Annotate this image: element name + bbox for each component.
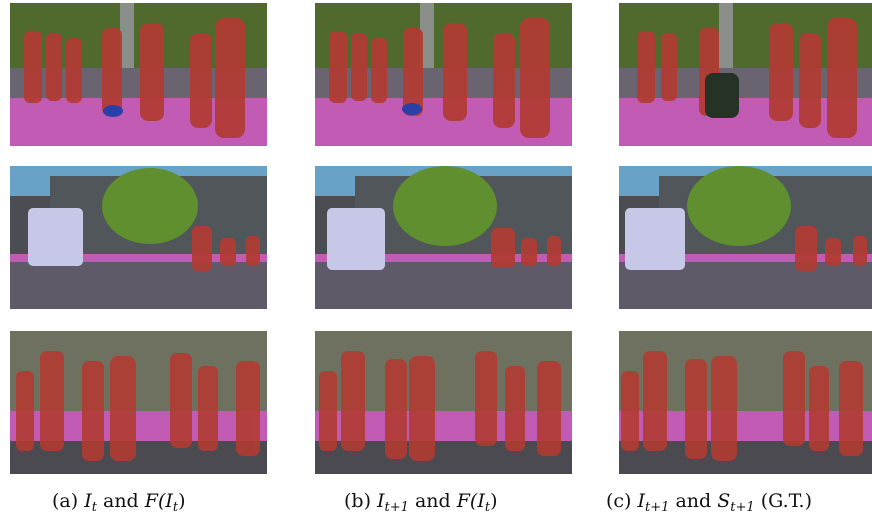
panel-row1-col-c — [619, 3, 872, 146]
street-scene-image — [315, 166, 572, 309]
panel-row2-col-b — [315, 166, 572, 309]
caption-suffix: ) — [178, 490, 186, 512]
caption-conjunction: and — [408, 490, 457, 512]
caption-symbol: I — [84, 490, 92, 512]
caption-symbol: S — [717, 490, 731, 512]
panel-row2-col-c — [619, 166, 872, 309]
caption-subscript: t — [91, 500, 97, 515]
panel-row3-col-a — [10, 331, 267, 474]
street-scene-image — [10, 3, 267, 146]
street-scene-image — [10, 166, 267, 309]
caption-b: (b) It+1 and F(It) — [344, 490, 498, 515]
caption-symbol: F(I — [456, 490, 485, 512]
street-scene-image — [619, 166, 872, 309]
panel-row2-col-a — [10, 166, 267, 309]
panel-row3-col-c — [619, 331, 872, 474]
street-scene-image — [619, 3, 872, 146]
caption-subscript: t — [172, 500, 179, 515]
caption-conjunction: and — [96, 490, 145, 512]
caption-subscript: t+1 — [384, 500, 409, 515]
caption-subscript: t+1 — [730, 500, 755, 515]
panel-row3-col-b — [315, 331, 572, 474]
caption-prefix: (a) — [52, 490, 85, 512]
caption-conjunction: and — [669, 490, 718, 512]
caption-suffix: (G.T.) — [754, 490, 812, 512]
caption-subscript: t — [484, 500, 491, 515]
caption-symbol: I — [377, 490, 385, 512]
street-scene-image — [315, 3, 572, 146]
caption-c: (c) It+1 and St+1 (G.T.) — [606, 490, 812, 515]
caption-prefix: (b) — [344, 490, 378, 512]
caption-symbol: F(I — [144, 490, 173, 512]
street-scene-image — [10, 331, 267, 474]
caption-prefix: (c) — [606, 490, 638, 512]
panel-row1-col-b — [315, 3, 572, 146]
caption-a: (a) It and F(It) — [52, 490, 186, 515]
caption-symbol: I — [637, 490, 646, 512]
caption-suffix: ) — [490, 490, 498, 512]
street-scene-image — [619, 331, 872, 474]
street-scene-image — [315, 331, 572, 474]
caption-subscript: t+1 — [645, 500, 670, 515]
panel-row1-col-a — [10, 3, 267, 146]
